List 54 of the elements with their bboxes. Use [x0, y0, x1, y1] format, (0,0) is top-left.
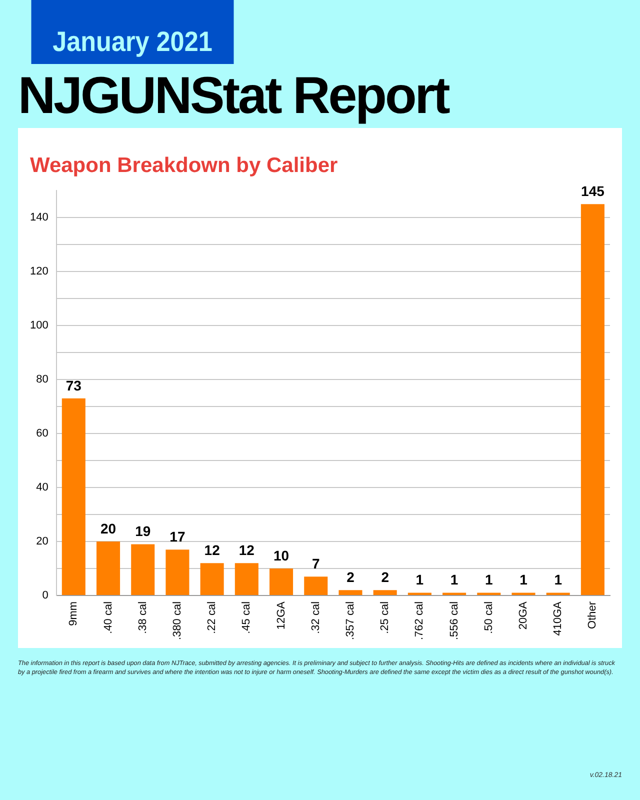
y-tick-label: 60	[36, 428, 48, 440]
data-label: 1	[520, 572, 528, 588]
data-label: 145	[581, 182, 605, 199]
bar	[338, 590, 362, 595]
x-tick-label: 12GA	[275, 600, 288, 630]
y-tick-label: 20	[36, 536, 48, 548]
bar	[304, 576, 328, 595]
text: NJGUNStat Report	[18, 66, 448, 126]
x-tick-label: .22 cal	[206, 601, 218, 634]
bar	[373, 590, 397, 595]
x-tick-label: .762 cal	[414, 601, 426, 640]
x-tick-label: 9mm	[68, 601, 80, 626]
data-label: 1	[554, 572, 562, 588]
chart-title: Weapon Breakdown by Caliber	[30, 154, 338, 178]
bar	[96, 541, 120, 595]
data-label: 12	[238, 542, 255, 558]
bar	[62, 398, 86, 595]
bar	[270, 568, 294, 595]
data-label: 20	[100, 520, 116, 536]
bar	[580, 204, 604, 595]
x-tick-label: 20GA	[518, 600, 530, 630]
x-tick-label: .38 cal	[136, 601, 149, 634]
x-tick-label: .45 cal	[240, 601, 253, 634]
x-tick-label: .556 cal	[448, 601, 460, 640]
data-label: 17	[170, 528, 186, 544]
y-tick-label: 100	[30, 320, 48, 332]
y-tick-label: 140	[30, 212, 48, 224]
data-label: 12	[204, 542, 220, 558]
y-tick-label: 80	[36, 374, 48, 386]
data-label: 2	[381, 568, 390, 585]
data-label: 10	[273, 547, 290, 564]
data-label: 1	[484, 572, 493, 588]
data-label: 7	[312, 555, 320, 572]
x-tick-label: .40 cal	[102, 601, 114, 634]
bar	[131, 544, 155, 595]
y-tick-label: 120	[30, 266, 48, 278]
x-tick-label: .380 cal	[171, 601, 184, 640]
bar	[200, 563, 224, 595]
y-tick-label: 40	[36, 482, 48, 494]
data-label: 1	[416, 572, 424, 588]
bar	[234, 563, 258, 595]
data-label: 19	[135, 523, 151, 540]
x-tick-label: 410GA	[552, 600, 564, 636]
data-label: 1	[450, 572, 458, 588]
x-tick-label: Other	[586, 601, 599, 629]
bar	[166, 550, 190, 595]
data-label: 73	[66, 377, 82, 394]
x-tick-label: .50 cal	[482, 601, 495, 634]
x-tick-label: .32 cal	[310, 601, 322, 634]
x-tick-label: .357 cal	[344, 601, 357, 640]
x-tick-label: .25 cal	[379, 601, 392, 634]
text: January 2021	[31, 0, 234, 64]
y-tick-label: 0	[42, 590, 48, 602]
data-label: 2	[346, 568, 355, 585]
